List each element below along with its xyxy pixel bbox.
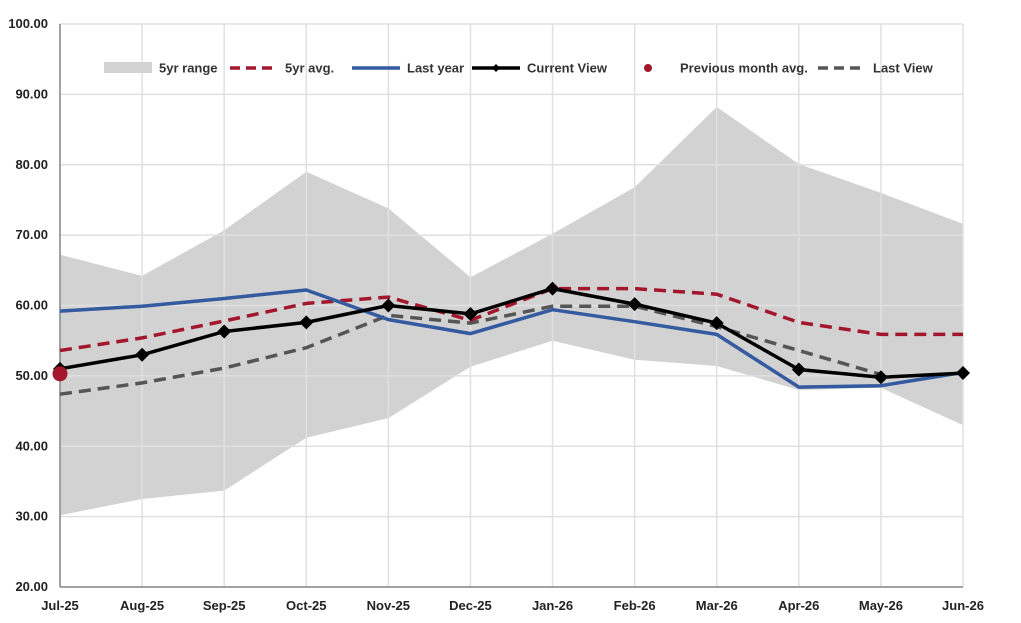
legend-item-last-year: Last year xyxy=(352,61,464,76)
y-tick-label: 70.00 xyxy=(15,227,48,242)
legend-swatch xyxy=(104,62,152,73)
legend-label: 5yr avg. xyxy=(285,61,334,76)
legend-item-5yr-avg: 5yr avg. xyxy=(230,61,334,76)
legend-label: Last year xyxy=(407,61,464,76)
data-point-current-view xyxy=(545,281,560,296)
x-tick-label: Jul-25 xyxy=(41,598,79,613)
legend-label: Current View xyxy=(527,61,608,76)
y-tick-label: 20.00 xyxy=(15,579,48,594)
x-tick-label: Oct-25 xyxy=(286,598,326,613)
x-tick-label: Jan-26 xyxy=(532,598,573,613)
data-point-current-view xyxy=(627,297,642,312)
x-tick-label: Nov-25 xyxy=(367,598,410,613)
series-line-5yr-avg xyxy=(59,286,963,353)
data-point-current-view xyxy=(956,366,970,381)
legend-label: Last View xyxy=(873,61,934,76)
data-point-current-view xyxy=(463,306,478,321)
y-tick-label: 40.00 xyxy=(15,438,48,453)
legend-label: 5yr range xyxy=(159,61,218,76)
legend-item-last-view: Last View xyxy=(818,61,934,76)
series-line-current-view xyxy=(59,286,964,380)
legend-swatch-marker xyxy=(492,64,500,72)
y-tick-label: 50.00 xyxy=(15,368,48,383)
y-tick-label: 100.00 xyxy=(8,16,48,31)
x-tick-label: Feb-26 xyxy=(614,598,656,613)
legend-label: Previous month avg. xyxy=(680,61,808,76)
data-point-current-view xyxy=(135,347,150,362)
x-tick-label: May-26 xyxy=(859,598,903,613)
y-tick-label: 80.00 xyxy=(15,157,48,172)
data-point-current-view xyxy=(299,315,314,330)
x-tick-label: Aug-25 xyxy=(120,598,164,613)
data-point-current-view xyxy=(709,316,724,331)
data-point-current-view xyxy=(381,298,396,313)
series-line-last-view xyxy=(59,304,882,396)
y-tick-label: 60.00 xyxy=(15,298,48,313)
x-tick-label: Mar-26 xyxy=(696,598,738,613)
legend-item-current-view: Current View xyxy=(472,61,608,76)
range-band-5yr xyxy=(60,107,963,516)
legend-item-previous-month-avg: Previous month avg. xyxy=(644,61,808,76)
data-point-previous-month-avg xyxy=(52,366,68,382)
x-tick-label: Dec-25 xyxy=(449,598,492,613)
y-tick-label: 30.00 xyxy=(15,509,48,524)
legend-swatch xyxy=(644,64,652,72)
series-line-last-year xyxy=(59,288,964,389)
x-tick-label: Jun-26 xyxy=(942,598,984,613)
data-point-current-view xyxy=(873,370,888,385)
legend-item-5yr-range: 5yr range xyxy=(104,61,218,76)
x-tick-label: Apr-26 xyxy=(778,598,819,613)
x-tick-label: Sep-25 xyxy=(203,598,246,613)
data-point-current-view xyxy=(791,362,806,377)
y-tick-label: 90.00 xyxy=(15,86,48,101)
data-point-current-view xyxy=(217,324,232,339)
